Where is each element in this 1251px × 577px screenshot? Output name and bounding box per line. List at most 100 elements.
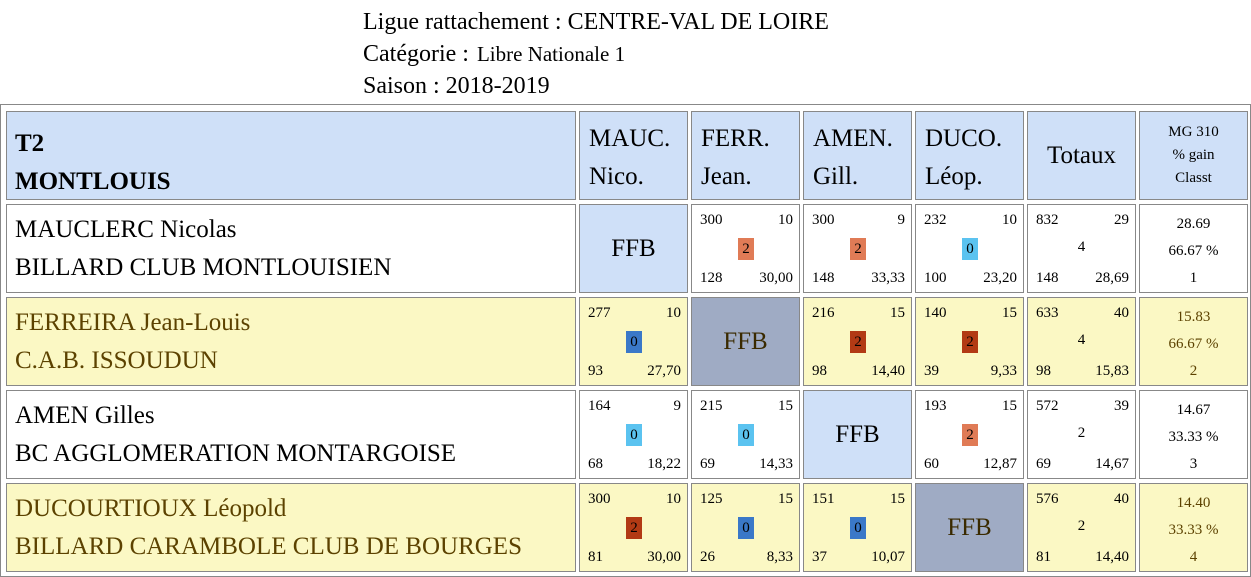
score-average: 14,33 xyxy=(759,456,793,472)
match-points-badge: 0 xyxy=(738,424,754,446)
mg-rank: 3 xyxy=(1189,456,1198,472)
ffb-cell: FFB xyxy=(915,483,1024,572)
totals-cell: 576 40 2 81 14,40 xyxy=(1027,483,1136,572)
score-average: 10,07 xyxy=(871,549,905,565)
player-row-3-name-cell: AMEN Gilles BC AGGLOMERATION MONTARGOISE xyxy=(6,390,576,479)
mg-average: 28.69 xyxy=(1176,216,1211,232)
score-points: 164 xyxy=(588,398,611,414)
match-score-cell: 215 15 0 69 14,33 xyxy=(691,390,800,479)
total-match-points: 2 xyxy=(1077,518,1086,534)
totals-cell: 633 40 4 98 15,83 xyxy=(1027,297,1136,386)
player-name: AMEN Gilles xyxy=(15,402,155,429)
total-innings: 39 xyxy=(1114,398,1129,414)
club-name: BILLARD CLUB MONTLOUISIEN xyxy=(15,254,392,281)
categorie-value: Libre Nationale 1 xyxy=(476,42,626,66)
ligue-line: Ligue rattachement : CENTRE-VAL DE LOIRE xyxy=(363,9,829,35)
mg-header-line1: MG 310 xyxy=(1168,124,1219,140)
total-match-points: 4 xyxy=(1077,332,1086,348)
score-average: 14,40 xyxy=(871,363,905,379)
match-score-cell: 125 15 0 26 8,33 xyxy=(691,483,800,572)
match-points-badge: 2 xyxy=(962,424,978,446)
score-points: 300 xyxy=(812,212,835,228)
score-points: 125 xyxy=(700,491,723,507)
mg-percent: 33.33 % xyxy=(1168,429,1219,445)
club-name: C.A.B. ISSOUDUN xyxy=(15,347,218,374)
col-header-line2: Gill. xyxy=(813,163,859,190)
match-points-badge: 2 xyxy=(850,331,866,353)
mg-header: MG 310 % gain Classt xyxy=(1139,111,1248,200)
match-points-badge: 2 xyxy=(738,238,754,260)
score-average: 8,33 xyxy=(766,549,793,565)
total-high-run: 69 xyxy=(1036,456,1051,472)
score-high-run: 39 xyxy=(924,363,939,379)
match-score-cell: 232 10 0 100 23,20 xyxy=(915,204,1024,293)
score-innings: 15 xyxy=(778,491,793,507)
col-header-player-3: AMEN. Gill. xyxy=(803,111,912,200)
total-points: 633 xyxy=(1036,305,1059,321)
score-points: 300 xyxy=(588,491,611,507)
mg-cell: 15.83 66.67 % 2 xyxy=(1139,297,1248,386)
col-header-line1: DUCO. xyxy=(925,125,1003,152)
totals-header-label: Totaux xyxy=(1046,141,1117,169)
col-header-player-2: FERR. Jean. xyxy=(691,111,800,200)
score-innings: 10 xyxy=(666,491,681,507)
ffb-label: FFB xyxy=(611,234,656,262)
score-high-run: 68 xyxy=(588,456,603,472)
mg-cell: 28.69 66.67 % 1 xyxy=(1139,204,1248,293)
match-score-cell: 151 15 0 37 10,07 xyxy=(803,483,912,572)
score-high-run: 26 xyxy=(700,549,715,565)
score-innings: 10 xyxy=(1002,212,1017,228)
total-match-points: 4 xyxy=(1077,239,1086,255)
score-high-run: 100 xyxy=(924,270,947,286)
score-average: 33,33 xyxy=(871,270,905,286)
score-innings: 15 xyxy=(890,491,905,507)
mg-average: 14.67 xyxy=(1176,402,1211,418)
match-points-badge: 2 xyxy=(850,238,866,260)
team-code: T2 xyxy=(15,130,45,157)
ffb-label: FFB xyxy=(835,420,880,448)
score-innings: 15 xyxy=(1002,305,1017,321)
score-high-run: 98 xyxy=(812,363,827,379)
total-innings: 29 xyxy=(1114,212,1129,228)
score-innings: 15 xyxy=(1002,398,1017,414)
score-innings: 9 xyxy=(673,398,682,414)
col-header-line1: MAUC. xyxy=(589,125,671,152)
match-score-cell: 140 15 2 39 9,33 xyxy=(915,297,1024,386)
total-average: 14,40 xyxy=(1095,549,1129,565)
match-score-cell: 164 9 0 68 18,22 xyxy=(579,390,688,479)
score-points: 215 xyxy=(700,398,723,414)
match-score-cell: 277 10 0 93 27,70 xyxy=(579,297,688,386)
col-header-line1: FERR. xyxy=(701,125,770,152)
page-header: Ligue rattachement : CENTRE-VAL DE LOIRE… xyxy=(363,6,829,102)
match-points-badge: 0 xyxy=(626,331,642,353)
totals-cell: 572 39 2 69 14,67 xyxy=(1027,390,1136,479)
mg-average: 14.40 xyxy=(1176,495,1211,511)
col-header-player-1: MAUC. Nico. xyxy=(579,111,688,200)
totals-header: Totaux xyxy=(1027,111,1136,200)
col-header-line2: Jean. xyxy=(701,163,752,190)
score-points: 216 xyxy=(812,305,835,321)
score-average: 30,00 xyxy=(759,270,793,286)
mg-percent: 33.33 % xyxy=(1168,522,1219,538)
score-high-run: 93 xyxy=(588,363,603,379)
player-row-2-name-cell: FERREIRA Jean-Louis C.A.B. ISSOUDUN xyxy=(6,297,576,386)
score-high-run: 60 xyxy=(924,456,939,472)
mg-cell: 14.40 33.33 % 4 xyxy=(1139,483,1248,572)
total-innings: 40 xyxy=(1114,305,1129,321)
score-average: 9,33 xyxy=(990,363,1017,379)
score-high-run: 128 xyxy=(700,270,723,286)
score-points: 140 xyxy=(924,305,947,321)
mg-rank: 2 xyxy=(1189,363,1198,379)
score-innings: 15 xyxy=(890,305,905,321)
col-header-line1: AMEN. xyxy=(813,125,893,152)
player-row-1-name-cell: MAUCLERC Nicolas BILLARD CLUB MONTLOUISIE… xyxy=(6,204,576,293)
mg-cell: 14.67 33.33 % 3 xyxy=(1139,390,1248,479)
score-average: 23,20 xyxy=(983,270,1017,286)
match-points-badge: 0 xyxy=(850,517,866,539)
score-points: 151 xyxy=(812,491,835,507)
match-score-cell: 300 9 2 148 33,33 xyxy=(803,204,912,293)
categorie-line: Catégorie : Libre Nationale 1 xyxy=(363,38,829,70)
score-average: 27,70 xyxy=(647,363,681,379)
ffb-label: FFB xyxy=(947,513,992,541)
categorie-label: Catégorie : xyxy=(363,41,469,67)
